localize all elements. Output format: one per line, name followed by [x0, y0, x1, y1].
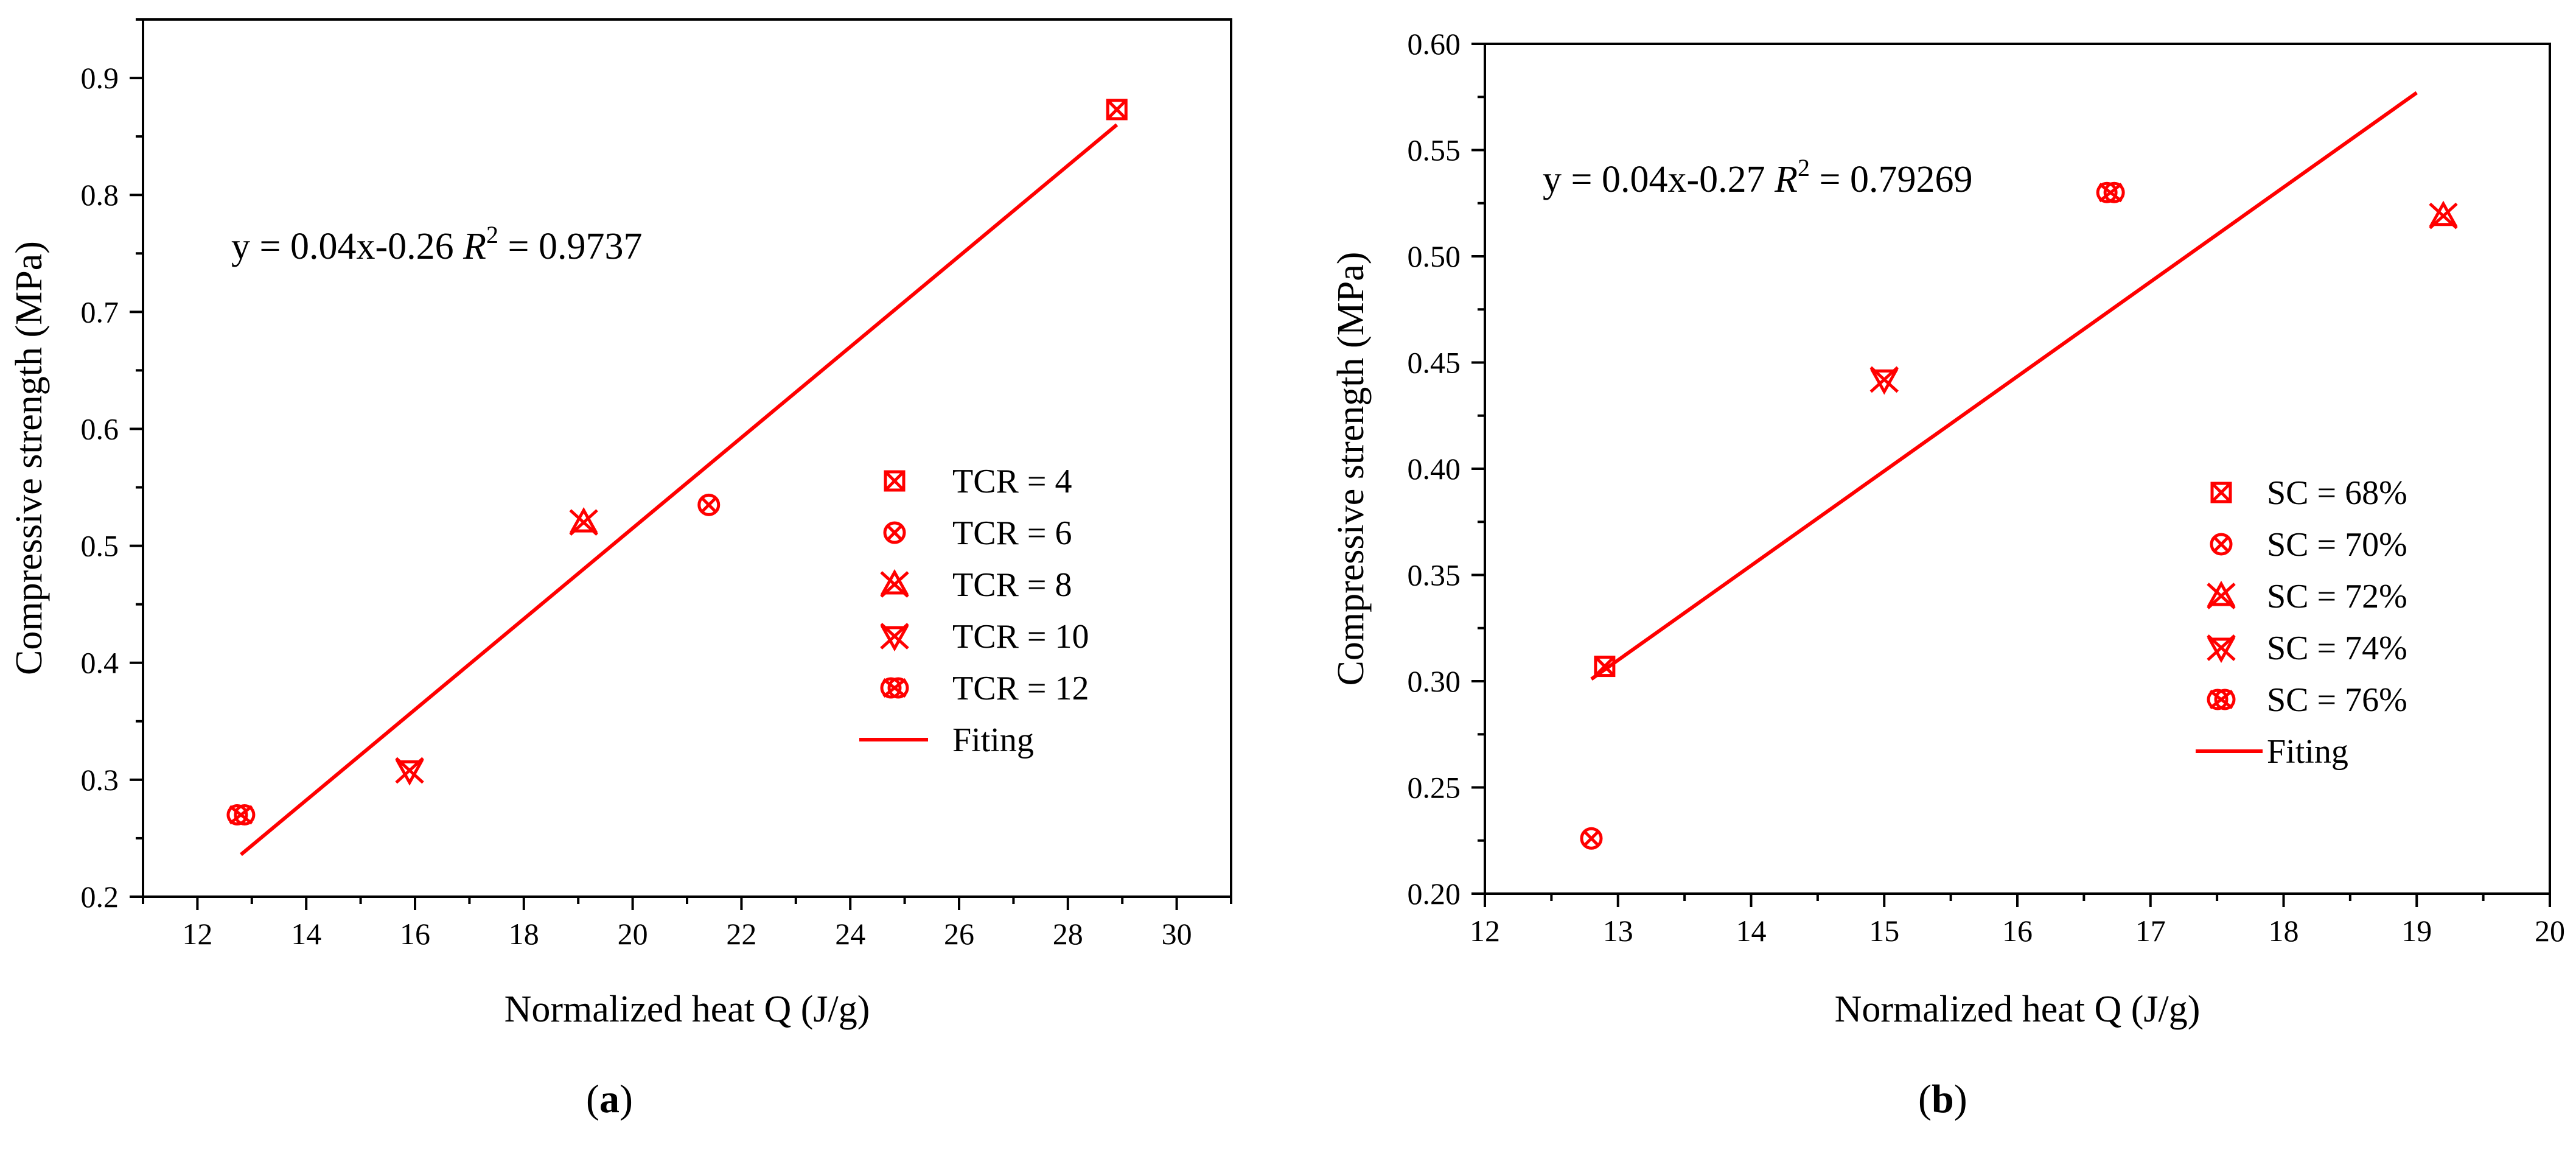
legend-label: Fiting — [2267, 733, 2348, 771]
panel-label-b: (b) — [1918, 1077, 1967, 1121]
y-tick-label: 0.60 — [1408, 27, 1461, 61]
y-tick-label: 0.35 — [1408, 558, 1461, 592]
x-axis-label: Normalized heat Q (J/g) — [504, 989, 870, 1030]
legend-marker — [2210, 533, 2233, 556]
r2-value: = 0.9737 — [498, 226, 642, 267]
data-point — [1869, 366, 1899, 395]
fit-line — [239, 123, 1119, 857]
legend-label: SC = 74% — [2267, 629, 2407, 667]
x-tick-label: 12 — [1470, 914, 1500, 948]
y-tick-label: 0.3 — [81, 763, 119, 797]
legend-label: TCR = 10 — [952, 618, 1089, 656]
legend-label: Fiting — [952, 721, 1034, 759]
equation-text: y = 0.04x-0.26 — [231, 226, 463, 267]
legend-marker — [880, 623, 909, 652]
legend-label: TCR = 4 — [952, 463, 1072, 500]
x-tick-label: 14 — [1736, 914, 1767, 948]
x-tick-label: 26 — [944, 917, 974, 951]
y-tick-label: 0.4 — [81, 646, 119, 680]
plot-frame-a — [142, 18, 1232, 898]
r2-exponent: 2 — [486, 221, 498, 248]
fit-line — [1590, 91, 2418, 681]
data-point — [2429, 200, 2458, 230]
r2-letter: R — [462, 226, 486, 267]
data-point — [697, 493, 721, 516]
r2-letter: R — [1774, 159, 1798, 200]
legend-marker — [2207, 689, 2236, 710]
panel-letter-b: b — [1931, 1077, 1954, 1121]
x-axis-label: Normalized heat Q (J/g) — [1835, 989, 2201, 1030]
x-tick-label: 22 — [726, 917, 756, 951]
panel-label-a: (a) — [586, 1077, 633, 1121]
y-axis-label: Compressive strength (MPa) — [1330, 252, 1372, 686]
x-tick-label: 18 — [2269, 914, 2299, 948]
x-tick-label: 20 — [2535, 914, 2565, 948]
data-point — [569, 507, 598, 536]
x-tick-label: 16 — [2002, 914, 2033, 948]
y-tick-label: 0.45 — [1408, 346, 1461, 380]
x-tick-label: 14 — [291, 917, 321, 951]
x-tick-label: 17 — [2135, 914, 2166, 948]
x-tick-label: 18 — [509, 917, 539, 951]
x-tick-label: 13 — [1603, 914, 1633, 948]
fit-equation: y = 0.04x-0.27 R2 = 0.79269 — [1543, 154, 1972, 200]
legend-marker — [2207, 634, 2236, 664]
y-tick-label: 0.25 — [1408, 771, 1461, 805]
legend-marker — [880, 677, 909, 699]
equation-text: y = 0.04x-0.27 — [1543, 159, 1775, 200]
y-tick-label: 0.7 — [81, 295, 119, 329]
legend-marker — [880, 569, 909, 598]
legend-label: TCR = 6 — [952, 514, 1072, 552]
legend-label: SC = 72% — [2267, 578, 2407, 615]
x-tick-label: 30 — [1162, 917, 1192, 951]
legend-label: TCR = 8 — [952, 566, 1072, 604]
fit-equation: y = 0.04x-0.26 R2 = 0.9737 — [231, 221, 642, 267]
x-tick-label: 15 — [1869, 914, 1899, 948]
x-tick-label: 24 — [835, 917, 865, 951]
legend: TCR = 4 TCR = 6 TCR = 8 TCR = 10 TCR = 12 Fit… — [859, 463, 1089, 759]
y-tick-label: 0.2 — [81, 880, 119, 914]
y-tick-label: 0.40 — [1408, 452, 1461, 486]
chart-panel-b: 12 13 14 15 16 17 18 19 20 0.20 0.25 0.30 0.35 0.40 0.… — [1330, 27, 2565, 1030]
y-tick-label: 0.50 — [1408, 239, 1461, 273]
data-point — [2096, 181, 2125, 203]
x-tick-label: 28 — [1053, 917, 1083, 951]
panel-letter-a: a — [599, 1077, 620, 1121]
x-tick-label: 12 — [182, 917, 212, 951]
r2-exponent: 2 — [1798, 154, 1810, 181]
x-tick-label: 20 — [618, 917, 648, 951]
r2-value: = 0.79269 — [1810, 159, 1972, 200]
chart-panel-a: 12 14 16 18 20 22 24 26 28 30 0.2 0.3 0.4 0.5 0.6 0.7 0.… — [9, 18, 1232, 1030]
y-axis-label: Compressive strength (MPa) — [9, 241, 50, 675]
y-tick-label: 0.5 — [81, 529, 119, 563]
legend-marker — [2207, 580, 2236, 609]
legend-label: SC = 70% — [2267, 526, 2407, 564]
legend-label: SC = 76% — [2267, 681, 2407, 719]
legend-label: TCR = 12 — [952, 670, 1089, 707]
legend-marker — [884, 470, 906, 492]
y-tick-label: 0.8 — [81, 178, 119, 212]
legend-marker — [2210, 482, 2232, 503]
data-point — [1106, 99, 1128, 121]
x-tick-label: 19 — [2401, 914, 2432, 948]
legend-marker — [883, 521, 906, 544]
data-point — [395, 757, 424, 786]
legend-label: SC = 68% — [2267, 474, 2407, 512]
data-point — [226, 804, 256, 826]
y-tick-label: 0.6 — [81, 412, 119, 446]
y-tick-label: 0.9 — [81, 61, 119, 95]
data-point — [1594, 656, 1616, 678]
x-tick-label: 16 — [400, 917, 430, 951]
y-tick-label: 0.20 — [1408, 877, 1461, 911]
data-point — [1580, 827, 1603, 850]
legend: SC = 68% SC = 70% SC = 72% SC = 74% SC = 76%… — [2196, 474, 2407, 771]
y-tick-label: 0.55 — [1408, 133, 1461, 167]
y-tick-label: 0.30 — [1408, 664, 1461, 698]
